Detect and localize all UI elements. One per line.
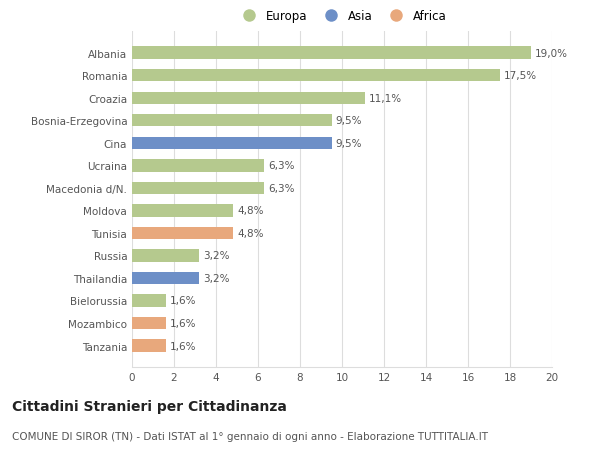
Bar (132, 160, 264, 172)
Text: 17,5%: 17,5% (504, 71, 537, 81)
Text: 9,5%: 9,5% (336, 116, 362, 126)
Bar (132, 137, 331, 150)
Bar (132, 92, 365, 105)
Bar (132, 205, 233, 217)
Text: 9,5%: 9,5% (336, 139, 362, 148)
Legend: Europa, Asia, Africa: Europa, Asia, Africa (235, 8, 449, 26)
Text: 11,1%: 11,1% (369, 94, 403, 103)
Text: Cittadini Stranieri per Cittadinanza: Cittadini Stranieri per Cittadinanza (12, 399, 287, 413)
Text: 4,8%: 4,8% (237, 206, 263, 216)
Text: 1,6%: 1,6% (170, 319, 196, 328)
Bar (132, 115, 331, 127)
Text: COMUNE DI SIROR (TN) - Dati ISTAT al 1° gennaio di ogni anno - Elaborazione TUTT: COMUNE DI SIROR (TN) - Dati ISTAT al 1° … (12, 431, 488, 442)
Text: 19,0%: 19,0% (535, 49, 568, 59)
Bar (132, 70, 499, 82)
Bar (132, 340, 166, 352)
Text: 3,2%: 3,2% (203, 251, 230, 261)
Bar (132, 227, 233, 240)
Text: 3,2%: 3,2% (203, 274, 230, 283)
Text: 1,6%: 1,6% (170, 296, 196, 306)
Bar (132, 250, 199, 262)
Bar (132, 295, 166, 307)
Bar (132, 317, 166, 330)
Text: 1,6%: 1,6% (170, 341, 196, 351)
Bar (132, 272, 199, 285)
Bar (132, 47, 531, 60)
Text: 6,3%: 6,3% (269, 161, 295, 171)
Bar (132, 182, 264, 195)
Text: 6,3%: 6,3% (269, 184, 295, 193)
Text: 4,8%: 4,8% (237, 229, 263, 238)
